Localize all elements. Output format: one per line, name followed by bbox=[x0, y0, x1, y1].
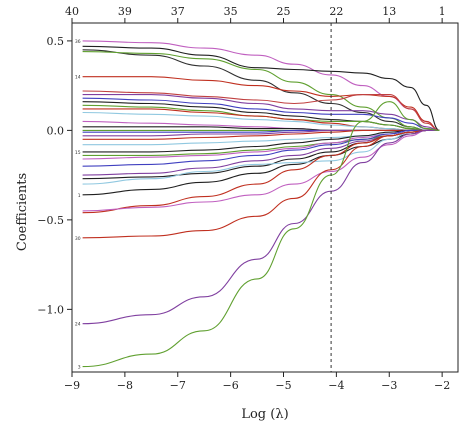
x-tick-label: −2 bbox=[434, 379, 450, 392]
path-label: 14 bbox=[75, 75, 81, 81]
coefficient-paths bbox=[82, 40, 440, 368]
series-line bbox=[82, 90, 440, 131]
y-tick-label: −0.5 bbox=[37, 214, 64, 227]
path-label: 15 bbox=[75, 150, 81, 156]
x-tick-label: −9 bbox=[64, 379, 80, 392]
x-tick-label: −5 bbox=[275, 379, 291, 392]
y-tick-label: 0.0 bbox=[47, 124, 65, 137]
series-line bbox=[82, 129, 440, 137]
top-tick-label: 22 bbox=[329, 5, 343, 18]
x-axis-title: Log (λ) bbox=[241, 407, 288, 422]
path-label: 1 bbox=[78, 193, 81, 199]
top-tick-label: 37 bbox=[171, 5, 185, 18]
top-tick-label: 35 bbox=[224, 5, 238, 18]
series-line bbox=[82, 129, 440, 214]
x-tick-label: −3 bbox=[381, 379, 397, 392]
series-line bbox=[82, 129, 440, 180]
path-label: 3 bbox=[78, 365, 81, 371]
top-tick-label: 39 bbox=[118, 5, 132, 18]
path-label: 24 bbox=[75, 322, 81, 328]
y-axis-title: Coefficients bbox=[15, 173, 30, 251]
series-line bbox=[82, 129, 440, 325]
x-tick-label: −6 bbox=[223, 379, 239, 392]
plot-frame bbox=[71, 22, 459, 373]
path-label: 36 bbox=[75, 39, 81, 45]
top-tick-label: 1 bbox=[439, 5, 446, 18]
axes: −9 −8 −7 −6 −5 −4 −3 −240 39 37 35 25 22 13 10.50.0−0.… bbox=[37, 5, 450, 392]
y-tick-label: −1.0 bbox=[37, 303, 64, 316]
x-tick-label: −4 bbox=[328, 379, 344, 392]
series-line bbox=[82, 101, 440, 368]
series-line bbox=[82, 129, 440, 176]
path-label: 30 bbox=[75, 236, 81, 242]
path-labels: 36 14 15 1 30 24 3 bbox=[75, 39, 81, 371]
top-tick-label: 13 bbox=[382, 5, 396, 18]
series-line bbox=[82, 129, 440, 212]
y-tick-label: 0.5 bbox=[47, 35, 65, 48]
top-tick-label: 40 bbox=[65, 5, 79, 18]
top-tick-label: 25 bbox=[277, 5, 291, 18]
series-line bbox=[82, 51, 440, 131]
x-tick-label: −7 bbox=[170, 379, 186, 392]
x-tick-label: −8 bbox=[117, 379, 133, 392]
series-line bbox=[82, 129, 440, 239]
